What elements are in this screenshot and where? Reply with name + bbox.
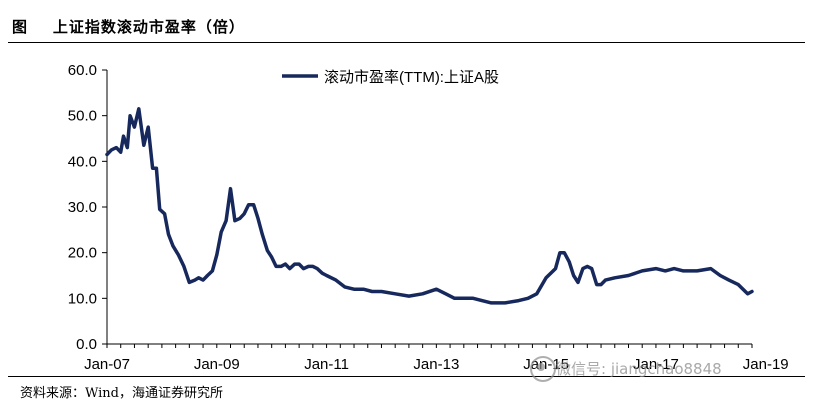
x-tick-label: Jan-09 — [194, 356, 240, 373]
y-tick-label: 60.0 — [68, 62, 97, 79]
x-tick-label: Jan-17 — [633, 356, 679, 373]
x-axis: Jan-07 Jan-09 Jan-11 Jan-13 Jan-15 Jan-17 Jan-… — [84, 343, 789, 373]
series-line-0 — [105, 107, 754, 305]
legend: 滚动市盈率(TTM):上证A股 — [282, 69, 499, 86]
chart-title: 图 上证指数滚动市盈率（倍） — [12, 18, 245, 36]
x-tick-label: Jan-07 — [84, 356, 130, 373]
y-tick-label: 0.0 — [76, 336, 97, 353]
x-tick-label: Jan-11 — [304, 356, 349, 373]
y-axis: 60.0 50.0 40.0 30.0 20.0 10.0 0.0 — [68, 62, 108, 353]
y-tick-label: 20.0 — [68, 245, 97, 262]
legend-label: 滚动市盈率(TTM):上证A股 — [324, 69, 499, 86]
y-tick-label: 30.0 — [68, 199, 97, 216]
source-note: 资料来源：Wind，海通证券研究所 — [20, 386, 223, 401]
title-divider — [8, 42, 805, 43]
title-bar: 图 上证指数滚动市盈率（倍） — [8, 12, 805, 43]
y-tick-label: 50.0 — [68, 108, 97, 125]
x-tick-label: Jan-13 — [413, 356, 459, 373]
wechat-logo-icon — [530, 356, 556, 382]
watermark-text: 微信号: jiangchao8848 — [556, 360, 722, 378]
y-tick-label: 40.0 — [68, 153, 97, 170]
series-layer — [105, 107, 754, 305]
y-tick-label: 10.0 — [68, 290, 97, 307]
x-tick-label: Jan-19 — [743, 356, 789, 373]
source-divider — [8, 376, 805, 377]
